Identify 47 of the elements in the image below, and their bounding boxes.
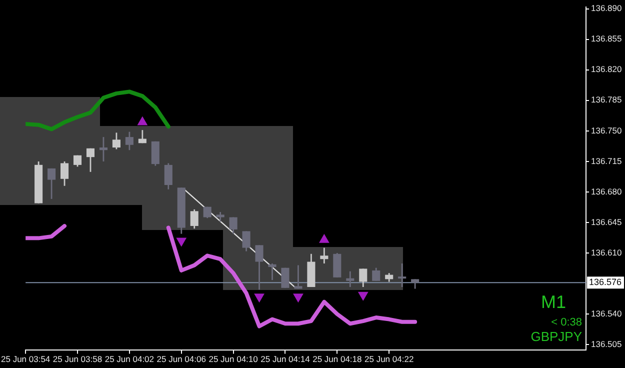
y-tick-label: 136.785 [591, 94, 622, 105]
candlestick [112, 132, 120, 150]
x-tick-label: 25 Jun 03:54 [1, 354, 50, 364]
candlestick [216, 211, 224, 222]
candlestick [320, 247, 328, 264]
annotation: M1 [540, 292, 566, 312]
candlestick [86, 148, 95, 173]
candlestick [60, 160, 69, 187]
y-tick-label: 136.680 [591, 186, 622, 196]
y-tick-label: 136.890 [591, 3, 622, 14]
candlestick [372, 267, 380, 282]
y-tick-label: 136.610 [591, 247, 622, 258]
x-tick-label: 25 Jun 04:10 [208, 354, 258, 364]
y-tick-label: 136.715 [591, 156, 622, 166]
candlestick [99, 136, 108, 162]
candlestick [346, 270, 354, 288]
candlestick [164, 162, 172, 190]
x-tick-label: 25 Jun 04:18 [312, 354, 362, 364]
candlestick [268, 262, 276, 281]
candlestick [190, 208, 198, 230]
candlestick [48, 168, 56, 200]
y-tick-label: 136.645 [591, 216, 622, 227]
candlestick [294, 264, 302, 290]
candlestick [229, 216, 238, 235]
y-tick-label: 136.855 [591, 34, 622, 44]
annotation: < 0:38 [551, 316, 582, 328]
candlestick [138, 129, 146, 144]
x-tick-label: 25 Jun 03:58 [52, 354, 102, 364]
y-tick-label: 136.820 [591, 64, 622, 74]
candlestick [255, 244, 264, 290]
candlestick [281, 267, 290, 289]
y-tick-label: 136.750 [591, 125, 622, 136]
annotation: GBPJPY [530, 328, 582, 344]
ref-line-label: 136.576 [589, 277, 622, 288]
candlestick [242, 230, 250, 252]
x-tick-label: 25 Jun 04:14 [260, 354, 310, 364]
candlestick [333, 252, 342, 278]
candlestick [359, 268, 368, 288]
candlestick [151, 140, 160, 167]
y-tick-label: 136.505 [591, 338, 622, 349]
candlestick [398, 262, 406, 288]
candlestick [411, 278, 420, 290]
candlestick [125, 131, 134, 151]
y-tick-label: 136.540 [591, 308, 622, 318]
x-tick-label: 25 Jun 04:22 [364, 354, 414, 364]
x-tick-label: 25 Jun 04:02 [104, 354, 154, 364]
x-tick-label: 25 Jun 04:06 [156, 354, 206, 364]
